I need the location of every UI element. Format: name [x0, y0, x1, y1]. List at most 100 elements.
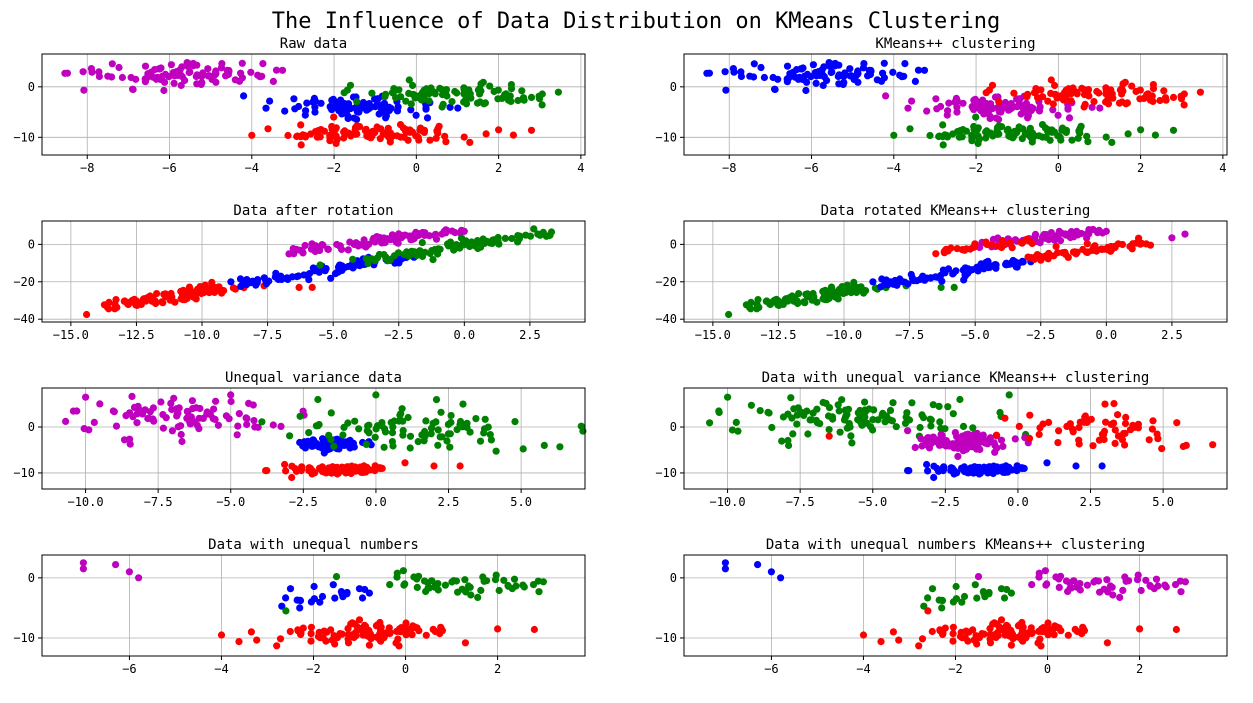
data-point — [577, 422, 585, 430]
data-point — [477, 586, 485, 595]
subplot-title: Data with unequal variance KMeans++ clus… — [762, 370, 1150, 386]
data-point — [284, 131, 292, 140]
data-point — [986, 114, 994, 123]
data-point — [149, 294, 157, 302]
data-point — [1037, 256, 1045, 264]
data-point — [355, 616, 364, 624]
data-point — [1039, 420, 1047, 428]
data-point — [415, 627, 423, 635]
data-point — [1008, 244, 1016, 252]
data-point — [1172, 625, 1180, 634]
data-point — [399, 417, 407, 425]
data-point — [482, 130, 490, 138]
plot-frame — [41, 387, 586, 490]
data-point — [294, 272, 303, 280]
data-point — [927, 416, 935, 424]
data-point — [1152, 575, 1161, 583]
data-point — [157, 75, 165, 83]
data-point — [771, 297, 779, 305]
data-point — [809, 61, 818, 69]
y-tick-label: −10 — [13, 466, 35, 480]
scatter-points — [61, 59, 563, 149]
data-point — [235, 638, 243, 646]
data-point — [794, 299, 802, 308]
data-point — [326, 137, 334, 145]
data-point — [923, 434, 932, 442]
data-point — [427, 424, 436, 432]
data-point — [328, 636, 336, 644]
data-point — [168, 427, 176, 435]
data-point — [971, 95, 979, 103]
data-point — [810, 293, 818, 301]
data-point — [420, 126, 429, 134]
data-point — [992, 130, 1000, 138]
data-point — [460, 238, 468, 246]
data-point — [858, 421, 866, 429]
data-point — [476, 437, 485, 445]
data-point — [222, 412, 230, 420]
data-point — [351, 629, 360, 637]
x-tick-label: −8 — [80, 161, 94, 175]
x-tick-label: 5.0 — [510, 495, 532, 509]
data-point — [1061, 248, 1069, 256]
data-point — [976, 435, 984, 443]
data-point — [345, 465, 353, 473]
data-point — [1144, 90, 1152, 98]
data-point — [972, 130, 980, 138]
data-point — [970, 636, 978, 644]
data-point — [446, 103, 454, 111]
data-point — [992, 114, 1000, 122]
data-point — [276, 635, 285, 643]
data-point — [1114, 411, 1122, 419]
subplot-title: Data after rotation — [233, 203, 393, 219]
subplot-1: Raw data −8 −6 −4 −2 0 2 4 0 −10 — [13, 36, 586, 175]
data-point — [282, 607, 290, 615]
data-point — [419, 93, 427, 102]
y-tick-label: −10 — [13, 631, 35, 645]
data-point — [376, 636, 384, 644]
x-tick-label: 0.0 — [365, 495, 387, 509]
data-point — [1107, 247, 1115, 255]
data-point — [818, 66, 826, 74]
data-point — [889, 399, 897, 407]
data-point — [353, 98, 361, 106]
data-point — [63, 69, 71, 77]
data-point — [958, 598, 966, 606]
x-tick-label: −2 — [969, 161, 983, 175]
data-point — [1076, 586, 1084, 594]
data-point — [437, 623, 445, 631]
data-point — [1010, 89, 1018, 97]
x-tick-label: 2 — [1137, 161, 1144, 175]
data-point — [954, 436, 962, 444]
data-point — [785, 441, 793, 450]
data-point — [974, 263, 983, 271]
plot-frame — [41, 53, 586, 156]
data-point — [516, 232, 524, 240]
data-point — [507, 97, 515, 105]
data-point — [1044, 255, 1052, 263]
data-point — [411, 94, 419, 102]
data-point — [1081, 412, 1089, 420]
data-point — [434, 586, 442, 594]
data-point — [1209, 441, 1217, 449]
data-point — [908, 97, 916, 105]
data-point — [1091, 242, 1099, 250]
data-point — [949, 623, 958, 631]
data-point — [301, 133, 310, 141]
data-point — [556, 443, 564, 451]
data-point — [444, 420, 452, 428]
data-point — [371, 95, 379, 103]
subplot-7: Data with unequal numbers −6 −4 −2 0 2 0 −10 — [13, 537, 586, 676]
y-tick-label: 0 — [670, 420, 677, 434]
data-point — [1017, 110, 1025, 118]
data-point — [1050, 631, 1058, 639]
data-point — [234, 422, 242, 430]
data-point — [969, 626, 977, 634]
data-point — [412, 228, 420, 236]
data-point — [838, 396, 846, 404]
data-point — [1182, 441, 1190, 449]
data-point — [332, 464, 340, 472]
data-point — [1132, 239, 1140, 247]
data-point — [1177, 92, 1185, 100]
data-point — [845, 420, 853, 428]
